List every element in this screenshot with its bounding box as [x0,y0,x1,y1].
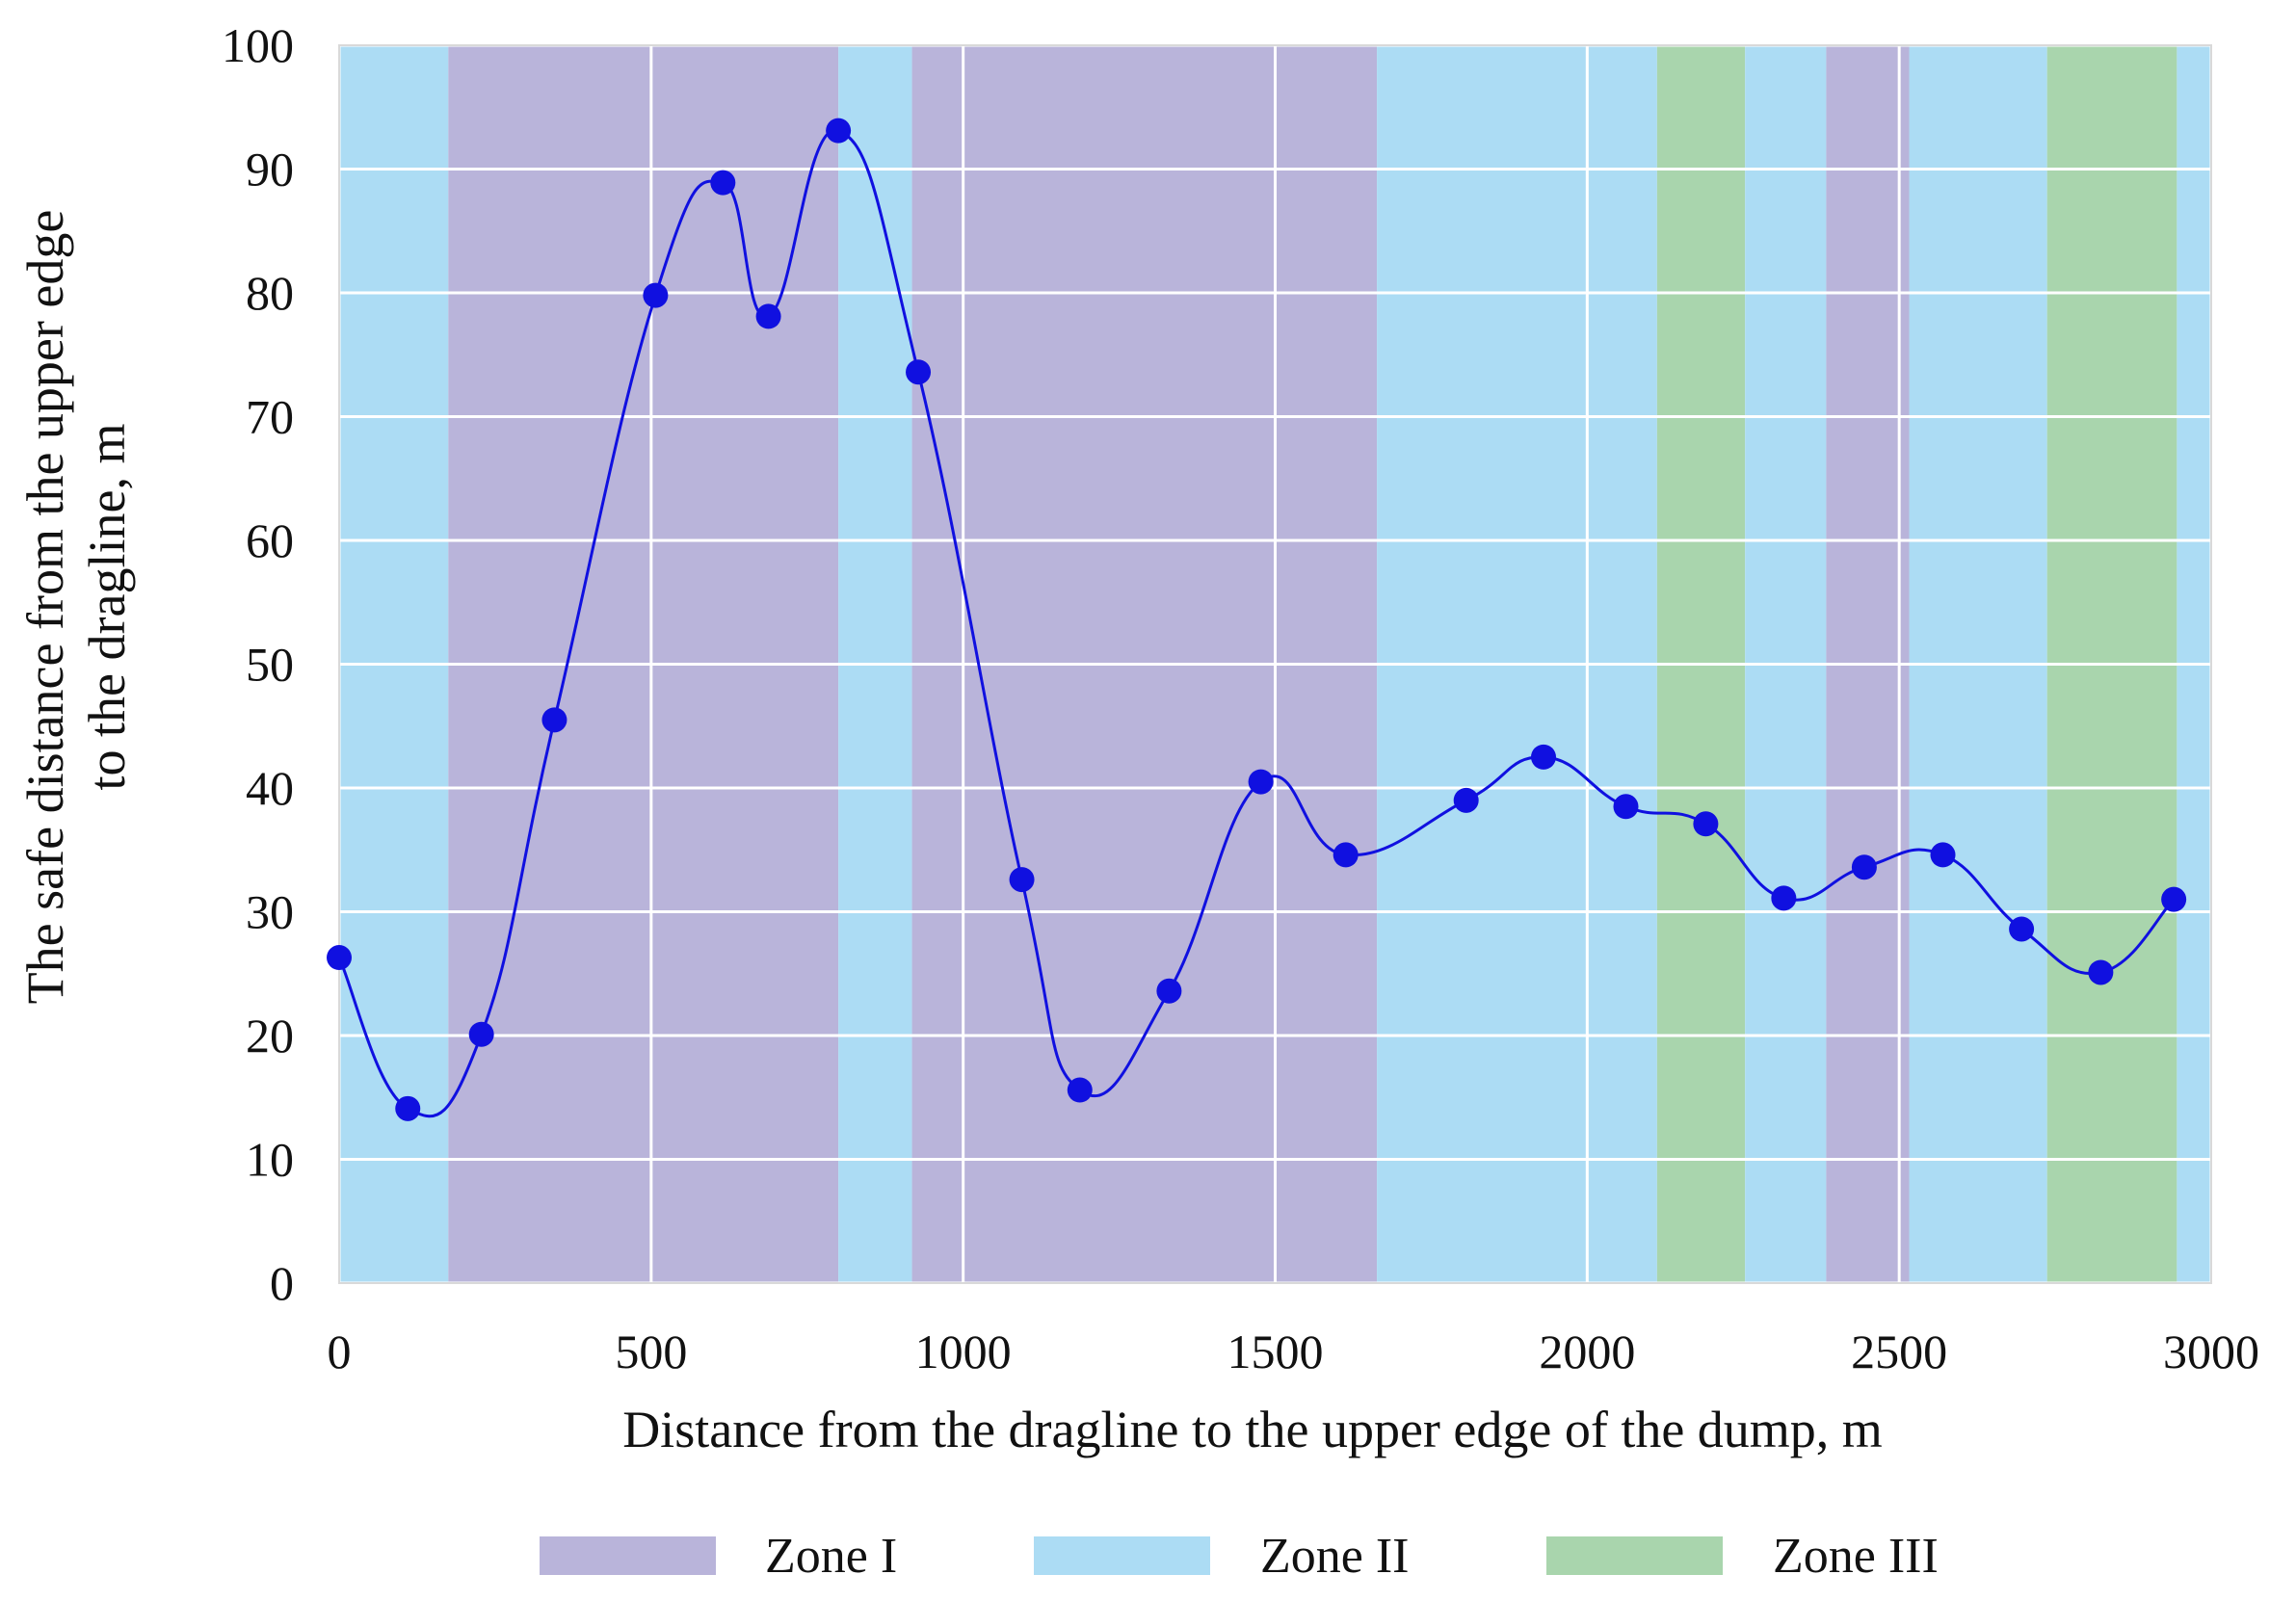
data-point [1851,854,1877,880]
data-point [2161,886,2187,912]
y-axis-title-line-2: to the dragline, m [78,424,136,791]
x-tick-label: 1000 [915,1325,1012,1378]
y-tick-label: 20 [246,1009,294,1063]
legend-label-zone-i: Zone I [765,1529,897,1584]
y-tick-label: 40 [246,761,294,815]
data-point [1693,811,1719,837]
x-tick-label: 500 [615,1325,687,1378]
data-point [1613,794,1639,820]
data-point [1930,842,1956,868]
y-tick-label: 100 [222,18,294,72]
data-point [1248,769,1274,795]
y-tick-label: 50 [246,638,294,692]
y-tick-label: 10 [246,1133,294,1187]
plot-border [338,44,2212,1284]
data-point [1009,867,1035,893]
y-tick-label: 60 [246,513,294,567]
data-point [1067,1077,1093,1103]
data-point [1156,978,1182,1004]
y-axis-title-line-1: The safe distance from the upper edge [16,210,74,1005]
x-tick-label: 2000 [1539,1325,1635,1378]
legend-swatch-zone-i [540,1536,716,1575]
data-point [755,303,781,329]
y-tick-label: 80 [246,266,294,320]
x-tick-labels: 0 500 1000 1500 2000 2500 3000 [328,1325,2260,1378]
data-point [395,1095,421,1121]
y-tick-label: 70 [246,390,294,444]
data-point [1333,842,1359,868]
legend-swatch-zone-ii [1034,1536,1210,1575]
x-tick-label: 2500 [1851,1325,1947,1378]
x-tick-label: 0 [328,1325,352,1378]
data-point [643,282,669,308]
x-tick-label: 3000 [2163,1325,2259,1378]
y-tick-labels: 0 10 20 30 40 50 60 70 80 90 100 [222,18,294,1310]
plot-area-frame [338,44,2212,1284]
legend: Zone I Zone II Zone III [540,1529,1939,1584]
data-point [1453,787,1479,813]
x-tick-label: 1500 [1227,1325,1324,1378]
series-layer [327,118,2187,1121]
data-point [468,1021,494,1047]
data-point [710,170,736,196]
x-axis-title: Distance from the dragline to the upper … [622,1401,1883,1458]
legend-swatch-zone-iii [1546,1536,1723,1575]
data-point [826,118,852,144]
legend-label-zone-iii: Zone III [1773,1529,1939,1584]
y-tick-label: 0 [270,1256,294,1310]
y-tick-label: 90 [246,143,294,197]
data-point [2009,916,2035,942]
data-point [327,945,352,971]
data-point [906,359,932,385]
y-axis-title: The safe distance from the upper edge to… [16,210,136,1005]
y-tick-label: 30 [246,885,294,939]
data-point [1530,744,1556,770]
data-point [1771,885,1797,911]
data-point [2088,959,2114,985]
legend-label-zone-ii: Zone II [1260,1529,1409,1584]
data-point [541,707,567,733]
